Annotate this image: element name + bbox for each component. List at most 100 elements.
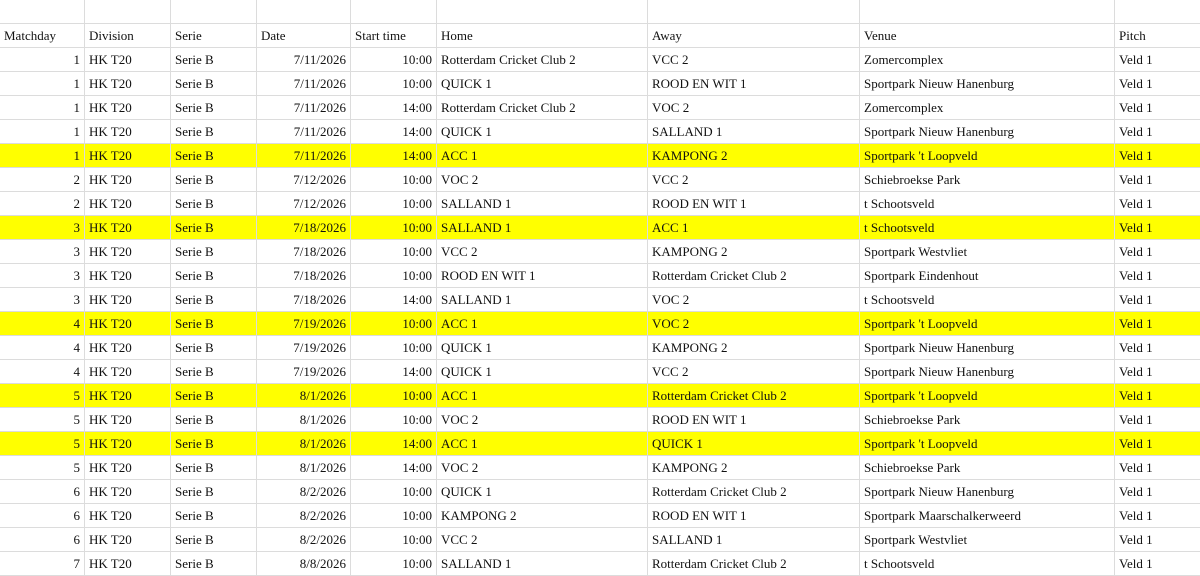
- cell-venue[interactable]: Zomercomplex: [860, 48, 1115, 71]
- cell-division[interactable]: HK T20: [85, 336, 171, 359]
- cell-date[interactable]: 7/18/2026: [257, 216, 351, 239]
- cell-serie[interactable]: Serie B: [171, 360, 257, 383]
- cell-serie[interactable]: Serie B: [171, 240, 257, 263]
- cell-division[interactable]: HK T20: [85, 168, 171, 191]
- cell-serie[interactable]: Serie B: [171, 48, 257, 71]
- cell-venue[interactable]: Sportpark Westvliet: [860, 528, 1115, 551]
- cell-matchday[interactable]: 1: [0, 48, 85, 71]
- cell-division[interactable]: HK T20: [85, 72, 171, 95]
- cell-venue[interactable]: Sportpark 't Loopveld: [860, 432, 1115, 455]
- cell-division[interactable]: HK T20: [85, 528, 171, 551]
- cell-pitch[interactable]: Veld 1: [1119, 460, 1153, 475]
- cell-date[interactable]: 7/11/2026: [257, 120, 351, 143]
- cell-home[interactable]: VCC 2: [437, 528, 648, 551]
- cell-pitch[interactable]: Veld 1: [1119, 292, 1153, 307]
- cell-matchday[interactable]: 6: [0, 480, 85, 503]
- cell-venue[interactable]: Sportpark 't Loopveld: [860, 144, 1115, 167]
- cell-away[interactable]: SALLAND 1: [648, 120, 860, 143]
- cell-start-time[interactable]: 10:00: [351, 192, 437, 215]
- cell-pitch[interactable]: Veld 1: [1119, 268, 1153, 283]
- cell-start-time[interactable]: 10:00: [351, 240, 437, 263]
- cell-division[interactable]: HK T20: [85, 288, 171, 311]
- cell-start-time[interactable]: 10:00: [351, 72, 437, 95]
- cell-matchday[interactable]: 6: [0, 528, 85, 551]
- cell-home[interactable]: QUICK 1: [437, 336, 648, 359]
- cell-start-time[interactable]: 10:00: [351, 384, 437, 407]
- cell-serie[interactable]: Serie B: [171, 336, 257, 359]
- cell-venue[interactable]: Sportpark Eindenhout: [860, 264, 1115, 287]
- cell-start-time[interactable]: 14:00: [351, 360, 437, 383]
- cell-venue[interactable]: Zomercomplex: [860, 96, 1115, 119]
- column-header-start-time[interactable]: Start time: [351, 24, 437, 47]
- cell-division[interactable]: HK T20: [85, 360, 171, 383]
- cell-serie[interactable]: Serie B: [171, 120, 257, 143]
- cell-serie[interactable]: Serie B: [171, 312, 257, 335]
- cell-serie[interactable]: Serie B: [171, 432, 257, 455]
- cell-home[interactable]: QUICK 1: [437, 480, 648, 503]
- cell-division[interactable]: HK T20: [85, 480, 171, 503]
- cell-division[interactable]: HK T20: [85, 48, 171, 71]
- cell-start-time[interactable]: 14:00: [351, 288, 437, 311]
- cell-start-time[interactable]: 10:00: [351, 216, 437, 239]
- cell-matchday[interactable]: 1: [0, 144, 85, 167]
- cell-pitch[interactable]: Veld 1: [1119, 388, 1153, 403]
- cell-start-time[interactable]: 10:00: [351, 504, 437, 527]
- empty-cell[interactable]: [0, 0, 85, 23]
- cell-away[interactable]: VCC 2: [648, 168, 860, 191]
- cell-start-time[interactable]: 10:00: [351, 552, 437, 575]
- cell-start-time[interactable]: 10:00: [351, 480, 437, 503]
- cell-start-time[interactable]: 14:00: [351, 432, 437, 455]
- cell-serie[interactable]: Serie B: [171, 144, 257, 167]
- cell-division[interactable]: HK T20: [85, 504, 171, 527]
- cell-pitch[interactable]: Veld 1: [1119, 124, 1153, 139]
- cell-date[interactable]: 8/2/2026: [257, 480, 351, 503]
- column-header-home[interactable]: Home: [437, 24, 648, 47]
- cell-matchday[interactable]: 3: [0, 240, 85, 263]
- cell-start-time[interactable]: 14:00: [351, 144, 437, 167]
- cell-matchday[interactable]: 1: [0, 96, 85, 119]
- cell-date[interactable]: 7/19/2026: [257, 312, 351, 335]
- cell-division[interactable]: HK T20: [85, 384, 171, 407]
- cell-serie[interactable]: Serie B: [171, 192, 257, 215]
- cell-venue[interactable]: Sportpark Nieuw Hanenburg: [860, 360, 1115, 383]
- cell-away[interactable]: QUICK 1: [648, 432, 860, 455]
- cell-start-time[interactable]: 10:00: [351, 312, 437, 335]
- cell-division[interactable]: HK T20: [85, 144, 171, 167]
- column-header-matchday[interactable]: Matchday: [0, 24, 85, 47]
- cell-pitch[interactable]: Veld 1: [1119, 196, 1153, 211]
- cell-pitch[interactable]: Veld 1: [1119, 172, 1153, 187]
- cell-home[interactable]: QUICK 1: [437, 360, 648, 383]
- cell-date[interactable]: 8/1/2026: [257, 456, 351, 479]
- cell-home[interactable]: QUICK 1: [437, 120, 648, 143]
- cell-division[interactable]: HK T20: [85, 408, 171, 431]
- cell-pitch[interactable]: Veld 1: [1119, 532, 1153, 547]
- cell-away[interactable]: KAMPONG 2: [648, 144, 860, 167]
- cell-division[interactable]: HK T20: [85, 216, 171, 239]
- cell-division[interactable]: HK T20: [85, 552, 171, 575]
- cell-date[interactable]: 7/12/2026: [257, 192, 351, 215]
- cell-division[interactable]: HK T20: [85, 96, 171, 119]
- cell-home[interactable]: ACC 1: [437, 432, 648, 455]
- cell-away[interactable]: ROOD EN WIT 1: [648, 72, 860, 95]
- cell-away[interactable]: VOC 2: [648, 288, 860, 311]
- cell-serie[interactable]: Serie B: [171, 456, 257, 479]
- cell-pitch[interactable]: Veld 1: [1119, 220, 1153, 235]
- cell-start-time[interactable]: 14:00: [351, 456, 437, 479]
- cell-start-time[interactable]: 10:00: [351, 48, 437, 71]
- cell-venue[interactable]: t Schootsveld: [860, 552, 1115, 575]
- cell-date[interactable]: 7/18/2026: [257, 264, 351, 287]
- cell-pitch[interactable]: Veld 1: [1119, 52, 1153, 67]
- cell-away[interactable]: Rotterdam Cricket Club 2: [648, 264, 860, 287]
- cell-matchday[interactable]: 4: [0, 360, 85, 383]
- cell-matchday[interactable]: 3: [0, 288, 85, 311]
- cell-venue[interactable]: Sportpark Nieuw Hanenburg: [860, 120, 1115, 143]
- cell-matchday[interactable]: 5: [0, 456, 85, 479]
- cell-serie[interactable]: Serie B: [171, 264, 257, 287]
- cell-division[interactable]: HK T20: [85, 432, 171, 455]
- cell-serie[interactable]: Serie B: [171, 480, 257, 503]
- cell-serie[interactable]: Serie B: [171, 288, 257, 311]
- cell-pitch[interactable]: Veld 1: [1119, 76, 1153, 91]
- cell-start-time[interactable]: 10:00: [351, 408, 437, 431]
- cell-home[interactable]: SALLAND 1: [437, 216, 648, 239]
- cell-home[interactable]: VCC 2: [437, 240, 648, 263]
